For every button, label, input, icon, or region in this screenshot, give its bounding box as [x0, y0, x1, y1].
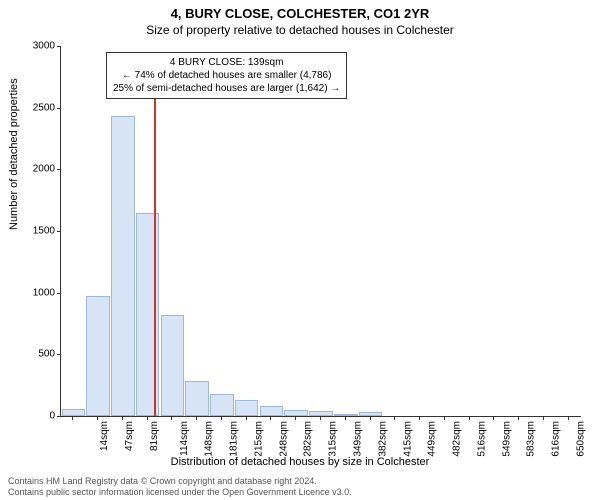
x-tick-mark: [568, 416, 569, 420]
x-tick-label: 583sqm: [526, 421, 537, 457]
y-tick-label: 500: [20, 349, 55, 360]
histogram-bar: [136, 213, 160, 417]
x-tick-label: 215sqm: [254, 421, 265, 457]
property-marker-line: [154, 88, 156, 416]
x-tick-mark: [444, 416, 445, 420]
x-tick-label: 549sqm: [501, 421, 512, 457]
x-tick-label: 616sqm: [551, 421, 562, 457]
x-tick-mark: [493, 416, 494, 420]
chart-title-sub: Size of property relative to detached ho…: [0, 21, 600, 37]
y-tick-mark: [57, 231, 61, 232]
footer-line2: Contains public sector information licen…: [8, 487, 352, 498]
x-tick-label: 47sqm: [124, 421, 135, 451]
y-tick-mark: [57, 354, 61, 355]
y-tick-label: 0: [20, 411, 55, 422]
x-tick-label: 650sqm: [575, 421, 586, 457]
x-tick-mark: [320, 416, 321, 420]
x-tick-label: 415sqm: [402, 421, 413, 457]
x-tick-mark: [469, 416, 470, 420]
annotation-box: 4 BURY CLOSE: 139sqm ← 74% of detached h…: [106, 52, 347, 99]
chart-area: 4 BURY CLOSE: 139sqm ← 74% of detached h…: [60, 46, 580, 416]
plot-region: [60, 46, 581, 417]
histogram-bar: [161, 315, 185, 416]
x-tick-label: 382sqm: [377, 421, 388, 457]
histogram-bar: [235, 400, 259, 416]
x-tick-mark: [345, 416, 346, 420]
footer-line1: Contains HM Land Registry data © Crown c…: [8, 476, 352, 487]
x-tick-label: 114sqm: [179, 421, 190, 456]
y-tick-mark: [57, 108, 61, 109]
x-tick-mark: [171, 416, 172, 420]
x-tick-label: 181sqm: [229, 421, 240, 457]
x-tick-label: 282sqm: [303, 421, 314, 457]
annotation-line3: 25% of semi-detached houses are larger (…: [113, 82, 340, 95]
x-tick-label: 248sqm: [278, 421, 289, 457]
y-tick-label: 1000: [20, 287, 55, 298]
histogram-bar: [260, 406, 284, 416]
y-tick-label: 2500: [20, 102, 55, 113]
x-tick-mark: [221, 416, 222, 420]
histogram-bar: [185, 381, 209, 416]
x-tick-mark: [147, 416, 148, 420]
x-tick-mark: [122, 416, 123, 420]
y-axis-label: Number of detached properties: [8, 78, 20, 230]
x-tick-mark: [72, 416, 73, 420]
annotation-line2: ← 74% of detached houses are smaller (4,…: [113, 69, 340, 82]
x-tick-mark: [419, 416, 420, 420]
x-tick-mark: [97, 416, 98, 420]
y-tick-mark: [57, 46, 61, 47]
x-tick-label: 14sqm: [99, 421, 110, 451]
y-tick-mark: [57, 416, 61, 417]
x-tick-mark: [543, 416, 544, 420]
x-tick-mark: [394, 416, 395, 420]
footer-attribution: Contains HM Land Registry data © Crown c…: [8, 476, 352, 498]
x-tick-label: 482sqm: [452, 421, 463, 457]
y-tick-mark: [57, 293, 61, 294]
y-tick-label: 2000: [20, 164, 55, 175]
histogram-bar: [111, 116, 135, 416]
annotation-line1: 4 BURY CLOSE: 139sqm: [113, 56, 340, 69]
x-tick-mark: [196, 416, 197, 420]
y-tick-label: 1500: [20, 226, 55, 237]
x-axis-label: Distribution of detached houses by size …: [0, 456, 600, 468]
x-tick-mark: [246, 416, 247, 420]
x-tick-mark: [370, 416, 371, 420]
histogram-bar: [210, 394, 234, 416]
x-tick-label: 148sqm: [204, 421, 215, 457]
x-tick-mark: [295, 416, 296, 420]
x-tick-label: 516sqm: [476, 421, 487, 457]
x-tick-label: 315sqm: [328, 421, 339, 457]
histogram-bar: [62, 409, 86, 416]
histogram-bar: [334, 414, 358, 416]
histogram-bar: [86, 296, 110, 416]
y-tick-mark: [57, 169, 61, 170]
x-tick-label: 349sqm: [353, 421, 364, 457]
x-tick-label: 81sqm: [149, 421, 160, 451]
x-tick-mark: [518, 416, 519, 420]
chart-title-main: 4, BURY CLOSE, COLCHESTER, CO1 2YR: [0, 0, 600, 21]
x-tick-mark: [270, 416, 271, 420]
y-tick-label: 3000: [20, 41, 55, 52]
x-tick-label: 449sqm: [427, 421, 438, 457]
